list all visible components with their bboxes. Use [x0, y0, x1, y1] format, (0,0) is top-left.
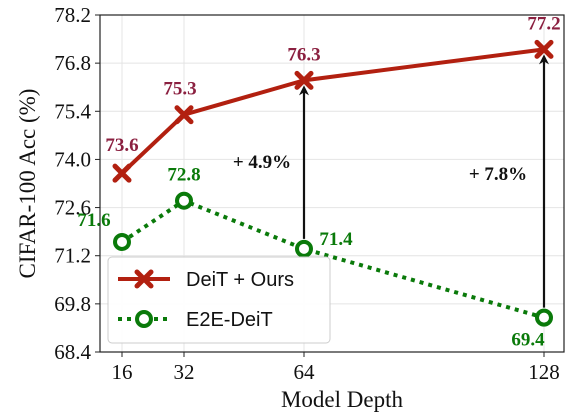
y-tick-label: 69.8 [54, 292, 91, 316]
cross-stroke [534, 39, 554, 59]
x-axis-label: Model Depth [281, 387, 404, 412]
ticks-layer: 68.4 69.8 71.2 72.6 74.0 75.4 76.8 78.2 16 32 64 12… [54, 3, 560, 384]
series-1-point [175, 191, 193, 210]
series-1-point [113, 232, 131, 251]
cross-stroke [134, 269, 154, 289]
y-tick-label: 71.2 [54, 244, 91, 268]
y-tick-label: 76.8 [54, 51, 91, 75]
cross-stroke [112, 163, 132, 183]
series-layer: 73.6 75.3 76.3 77.2 71.6 72.8 71.4 69.4 [77, 13, 560, 350]
series-0-point [534, 39, 554, 59]
y-axis-label: CIFAR-100 Acc (%) [15, 89, 40, 279]
data-label: 75.3 [163, 79, 196, 100]
legend-label: DeiT + Ours [186, 269, 294, 291]
series-line-1 [120, 198, 545, 320]
x-tick-label: 64 [294, 360, 316, 384]
series-0-point [112, 163, 132, 183]
data-label: 77.2 [527, 13, 560, 34]
data-label: 76.3 [287, 44, 320, 65]
y-tick-label: 68.4 [54, 340, 91, 364]
y-tick-label: 78.2 [54, 3, 91, 27]
data-label: 69.4 [511, 330, 545, 351]
series-0-point [294, 70, 314, 90]
improvement-label: + 4.9% [233, 152, 291, 173]
data-label: 71.4 [319, 229, 353, 250]
series-1-point [295, 239, 313, 258]
series-line-0 [120, 47, 545, 175]
series-1-point [535, 308, 553, 327]
x-tick-label: 128 [528, 360, 560, 384]
x-tick-label: 32 [174, 360, 195, 384]
plot-frame [99, 14, 565, 353]
series-0-point [174, 105, 194, 125]
improvement-label: + 7.8% [469, 164, 527, 185]
y-tick-label: 74.0 [54, 147, 91, 171]
y-tick-label: 75.4 [54, 99, 91, 123]
data-label: 73.6 [105, 135, 138, 156]
legend-label: E2E-DeiT [186, 309, 273, 331]
cross-stroke [174, 105, 194, 125]
legend-marker-0 [134, 269, 154, 289]
y-tick-label: 72.6 [54, 196, 91, 220]
annotation-layer: + 4.9% + 7.8% [233, 54, 549, 308]
legend: DeiT + Ours E2E-DeiT [107, 256, 331, 344]
data-label: 72.8 [167, 165, 200, 186]
data-label: 71.6 [77, 210, 110, 231]
cross-stroke [294, 70, 314, 90]
x-tick-label: 16 [112, 360, 133, 384]
legend-marker-1 [135, 310, 153, 328]
